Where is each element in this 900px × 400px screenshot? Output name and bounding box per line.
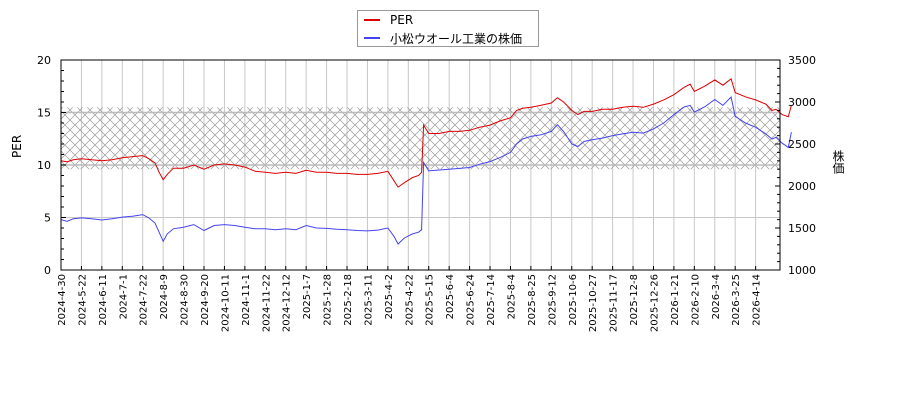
svg-text:2024-9-20: 2024-9-20	[200, 274, 211, 326]
svg-text:2025-2-18: 2025-2-18	[343, 274, 354, 326]
svg-text:3500: 3500	[788, 54, 816, 67]
y-axis-left-label: PER	[10, 134, 24, 158]
legend-swatch-price	[364, 37, 380, 39]
svg-text:2025-3-11: 2025-3-11	[363, 274, 374, 326]
svg-text:15: 15	[37, 107, 51, 120]
svg-text:2025-6-4: 2025-6-4	[445, 274, 456, 319]
svg-text:2024-7-22: 2024-7-22	[139, 274, 150, 326]
svg-text:2024-10-11: 2024-10-11	[220, 274, 231, 332]
y-axis-right: 1000 1500 2000 2500 3000 3500	[775, 54, 816, 277]
band-lines	[61, 111, 780, 166]
svg-text:10: 10	[37, 159, 51, 172]
svg-text:2500: 2500	[788, 138, 816, 151]
y-axis-right-label: 株価	[831, 150, 845, 174]
legend-item-per: PER	[364, 12, 413, 28]
legend-label-price: 小松ウオール工業の株価	[390, 31, 523, 46]
svg-text:2025-4-22: 2025-4-22	[404, 274, 415, 326]
svg-text:2026-2-10: 2026-2-10	[690, 274, 701, 326]
svg-text:2025-4-2: 2025-4-2	[384, 274, 395, 319]
svg-text:2026-3-25: 2026-3-25	[731, 274, 742, 326]
svg-text:0: 0	[44, 264, 51, 277]
svg-text:2025-7-14: 2025-7-14	[486, 274, 497, 326]
svg-text:2026-3-4: 2026-3-4	[711, 274, 722, 319]
svg-text:2024-6-11: 2024-6-11	[98, 274, 109, 326]
svg-text:2025-1-7: 2025-1-7	[302, 274, 313, 319]
svg-text:2024-11-1: 2024-11-1	[241, 274, 252, 326]
svg-text:2025-10-6: 2025-10-6	[568, 274, 579, 326]
legend: PER 小松ウオール工業の株価	[357, 10, 539, 47]
svg-text:20: 20	[37, 54, 51, 67]
svg-text:2024-12-12: 2024-12-12	[282, 274, 293, 332]
svg-text:2025-12-26: 2025-12-26	[649, 274, 660, 332]
svg-text:2026-4-14: 2026-4-14	[752, 274, 763, 326]
svg-text:2025-12-8: 2025-12-8	[629, 274, 640, 326]
y-axis-left: 0 5 10 15 20	[37, 54, 66, 277]
svg-text:2025-9-12: 2025-9-12	[547, 274, 558, 326]
per-line	[60, 78, 792, 188]
legend-label-per: PER	[390, 13, 414, 27]
svg-text:2025-8-4: 2025-8-4	[506, 274, 517, 319]
svg-text:2025-10-27: 2025-10-27	[588, 274, 599, 332]
svg-text:2025-1-28: 2025-1-28	[323, 274, 334, 326]
svg-text:2025-8-25: 2025-8-25	[527, 274, 538, 326]
x-axis: 2024-4-30 2024-5-22 2024-6-11 2024-7-1 2024-…	[57, 266, 763, 332]
svg-text:2024-11-22: 2024-11-22	[261, 274, 272, 332]
svg-text:2000: 2000	[788, 180, 816, 193]
shaded-band	[61, 107, 780, 170]
svg-text:2024-7-1: 2024-7-1	[118, 274, 129, 319]
svg-text:2024-8-9: 2024-8-9	[159, 274, 170, 319]
svg-text:1000: 1000	[788, 264, 816, 277]
svg-text:2024-4-30: 2024-4-30	[57, 274, 68, 326]
svg-text:5: 5	[44, 212, 51, 225]
svg-text:2024-8-30: 2024-8-30	[180, 274, 191, 326]
svg-text:2026-1-21: 2026-1-21	[670, 274, 681, 326]
legend-swatch-per	[364, 19, 380, 21]
svg-text:2025-11-17: 2025-11-17	[609, 274, 620, 332]
price-line	[60, 95, 792, 245]
svg-text:3000: 3000	[788, 96, 816, 109]
legend-item-price: 小松ウオール工業の株価	[364, 30, 522, 46]
svg-text:2025-5-15: 2025-5-15	[425, 274, 436, 326]
svg-text:1500: 1500	[788, 222, 816, 235]
svg-text:2024-5-22: 2024-5-22	[77, 274, 88, 326]
svg-text:2025-6-24: 2025-6-24	[466, 274, 477, 326]
